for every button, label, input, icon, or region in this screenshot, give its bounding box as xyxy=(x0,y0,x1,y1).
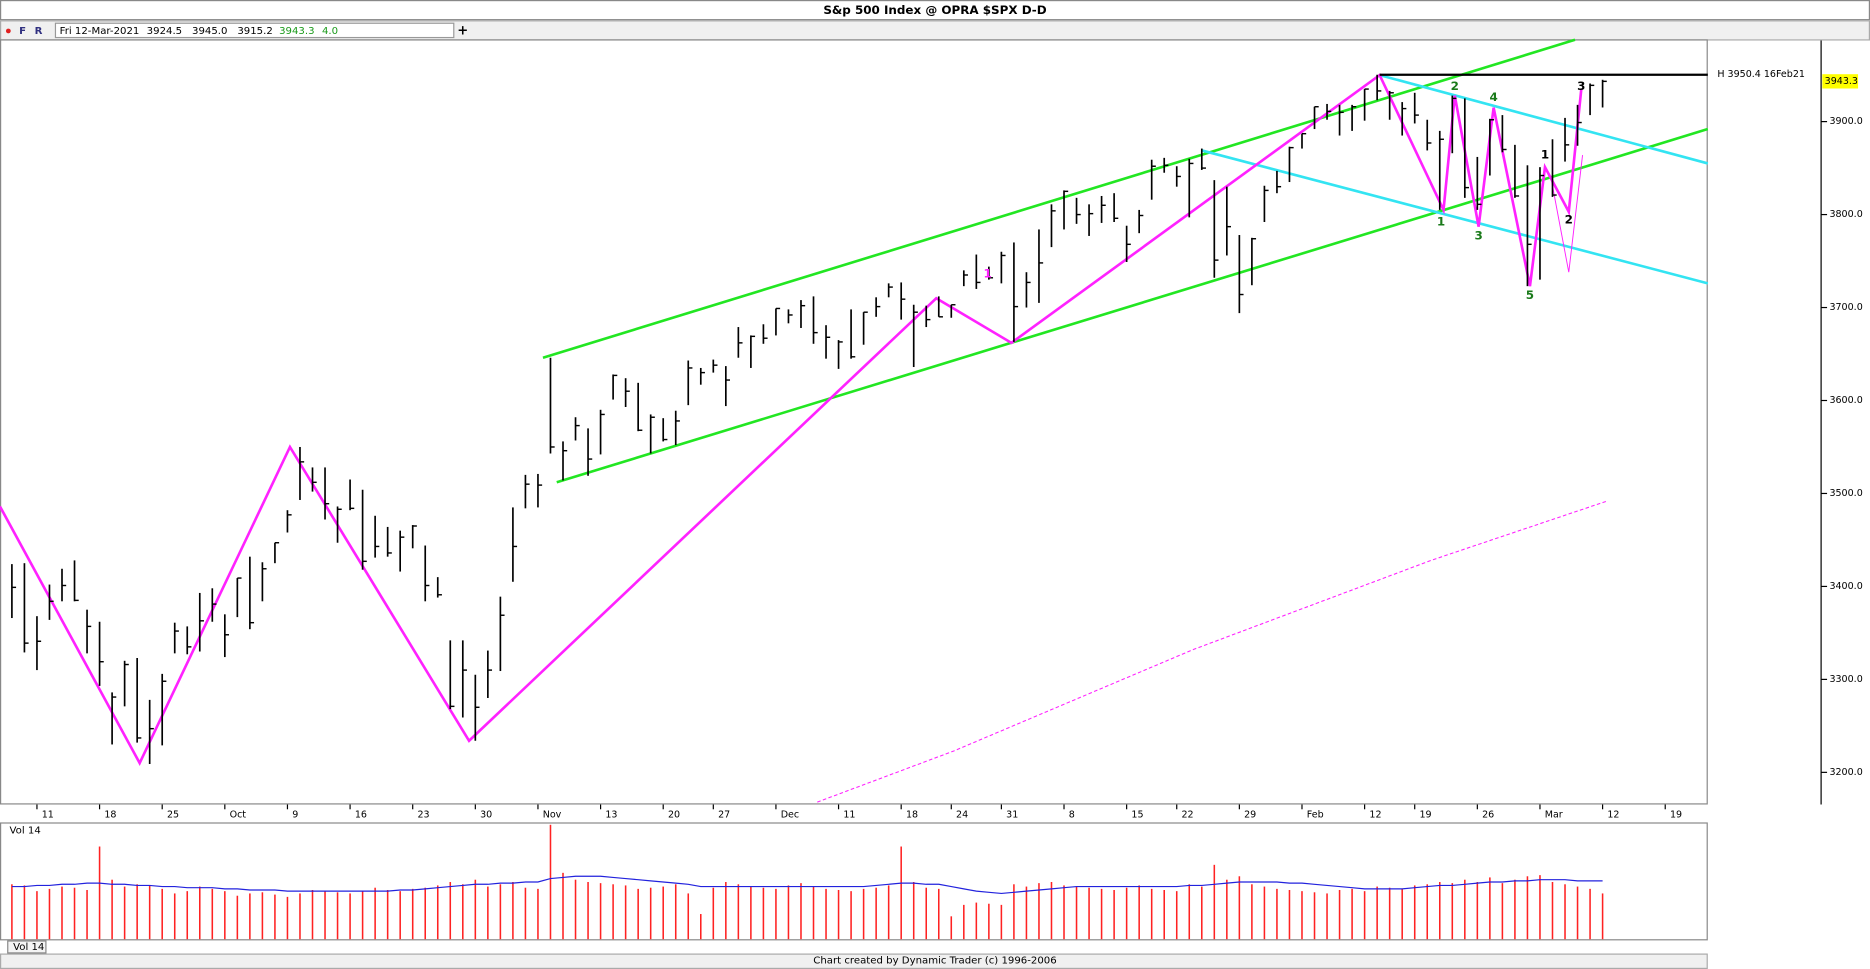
trend-line xyxy=(542,38,1576,359)
x-tick-label: 16 xyxy=(355,810,367,821)
y-tick-label: 3900.0 xyxy=(1829,116,1862,127)
wave-label: 1 xyxy=(1437,215,1445,229)
x-tick-label: 9 xyxy=(292,810,298,821)
wave-label: 4 xyxy=(1489,90,1497,104)
x-tick-label: 24 xyxy=(956,810,968,821)
volume-tab-label[interactable]: Vol 14 xyxy=(13,942,44,953)
y-tick-label: 3800.0 xyxy=(1829,209,1862,220)
x-tick-label: 19 xyxy=(1670,810,1682,821)
x-tick-label: 27 xyxy=(718,810,730,821)
volume-tab[interactable] xyxy=(7,940,47,954)
chart-title: S&p 500 Index @ OPRA $SPX D-D xyxy=(823,3,1046,17)
x-tick-label: 12 xyxy=(1607,810,1619,821)
x-tick-label: 19 xyxy=(1419,810,1431,821)
x-tick-label: 23 xyxy=(417,810,429,821)
x-tick-label: Oct xyxy=(230,810,247,821)
high-line-label: H 3950.4 16Feb21 xyxy=(1717,69,1805,80)
x-tick-label: Nov xyxy=(543,810,562,821)
x-tick-label: 22 xyxy=(1182,810,1194,821)
x-tick-label: 18 xyxy=(104,810,116,821)
y-tick-label: 3200.0 xyxy=(1829,767,1862,778)
toolbar-button[interactable]: F xyxy=(19,26,26,37)
x-tick-label: 18 xyxy=(906,810,918,821)
x-tick-label: 13 xyxy=(605,810,617,821)
wave-label: 3 xyxy=(1577,79,1585,93)
x-tick-label: Feb xyxy=(1307,810,1324,821)
y-tick-label: 3300.0 xyxy=(1829,674,1862,685)
price-panel xyxy=(0,39,1708,805)
x-tick-label: 11 xyxy=(42,810,54,821)
trend-line xyxy=(1550,155,1584,273)
info-box xyxy=(54,22,455,39)
wave-label: 2 xyxy=(1451,79,1459,93)
info-low: 3915.2 xyxy=(237,26,272,37)
trend-line xyxy=(1201,149,1709,285)
add-button[interactable]: + xyxy=(457,23,468,38)
x-tick-label: 8 xyxy=(1069,810,1075,821)
volume-title: Vol 14 xyxy=(10,826,41,837)
info-change: 4.0 xyxy=(322,26,338,37)
wave-label: 5 xyxy=(1526,288,1534,302)
toolbar-button[interactable]: R xyxy=(35,26,43,37)
x-tick-label: 30 xyxy=(480,810,492,821)
x-tick-label: 25 xyxy=(167,810,179,821)
footer-bar xyxy=(0,953,1708,969)
wave-label: 1 xyxy=(1541,148,1549,162)
x-tick-label: 26 xyxy=(1482,810,1494,821)
status-dot xyxy=(5,28,11,34)
x-tick-label: 11 xyxy=(843,810,855,821)
volume-average xyxy=(11,875,1603,895)
x-tick-label: 15 xyxy=(1131,810,1143,821)
y-tick-label: 3600.0 xyxy=(1829,395,1862,406)
y-tick-label: 3400.0 xyxy=(1829,581,1862,592)
title-bar xyxy=(0,0,1870,21)
volume-panel xyxy=(0,822,1708,941)
info-high: 3945.0 xyxy=(192,26,227,37)
footer: Chart created by Dynamic Trader (c) 1996… xyxy=(813,956,1056,967)
trend-line xyxy=(1379,73,1709,165)
x-tick-label: 31 xyxy=(1006,810,1018,821)
last-price-label: 3943.3 xyxy=(1825,76,1858,87)
y-tick-label: 3700.0 xyxy=(1829,302,1862,313)
info-open: 3924.5 xyxy=(147,26,182,37)
info-close: 3943.3 xyxy=(279,26,314,37)
trend-line xyxy=(817,500,1608,803)
trend-line xyxy=(556,127,1709,484)
info-date: Fri 12-Mar-2021 xyxy=(60,26,140,37)
x-tick-label: 12 xyxy=(1369,810,1381,821)
wave-label: 1 xyxy=(983,267,991,281)
y-tick-label: 3500.0 xyxy=(1829,488,1862,499)
x-tick-label: 20 xyxy=(668,810,680,821)
x-tick-label: Mar xyxy=(1545,810,1563,821)
wave-label: 3 xyxy=(1474,228,1482,242)
wave-label: 2 xyxy=(1565,213,1573,227)
x-tick-label: Dec xyxy=(781,810,799,821)
x-tick-label: 29 xyxy=(1244,810,1256,821)
last-price-box xyxy=(1822,74,1859,89)
